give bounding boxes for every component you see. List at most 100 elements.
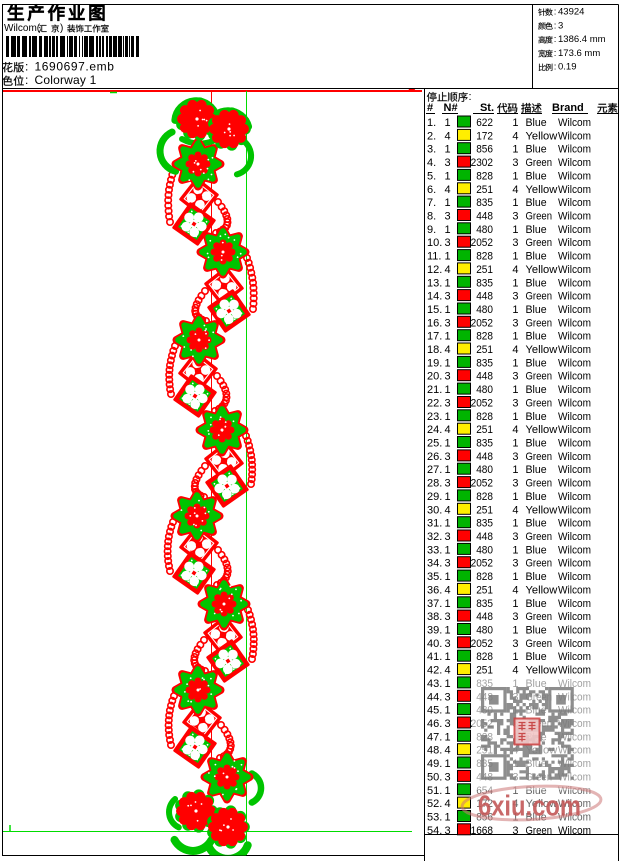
svg-text:52.: 52. — [427, 798, 442, 810]
svg-text:1: 1 — [512, 144, 518, 156]
svg-text:3: 3 — [445, 771, 451, 783]
svg-text:Wilcom: Wilcom — [558, 665, 591, 677]
svg-text:26.: 26. — [427, 451, 442, 463]
svg-text:1: 1 — [512, 464, 518, 476]
svg-text:828: 828 — [476, 331, 493, 343]
svg-text:1: 1 — [445, 438, 451, 450]
svg-text:1: 1 — [512, 277, 518, 289]
svg-text:Wilcom: Wilcom — [558, 611, 591, 623]
svg-text:45.: 45. — [427, 705, 442, 717]
svg-text:3: 3 — [512, 531, 518, 543]
svg-text:1: 1 — [512, 224, 518, 236]
svg-text:Wilcom: Wilcom — [558, 504, 591, 516]
svg-text:1: 1 — [445, 197, 451, 209]
svg-text:0.19: 0.19 — [558, 62, 577, 73]
svg-text:Wilcom: Wilcom — [558, 558, 591, 570]
svg-text:480: 480 — [476, 464, 493, 476]
svg-text:4: 4 — [512, 344, 518, 356]
svg-text:Blue: Blue — [526, 411, 547, 423]
svg-text:3: 3 — [512, 638, 518, 650]
svg-text:Yellow: Yellow — [526, 424, 558, 436]
svg-text:Blue: Blue — [526, 197, 547, 209]
svg-text:3: 3 — [445, 397, 451, 409]
svg-text:1: 1 — [512, 304, 518, 316]
svg-text:856: 856 — [476, 144, 493, 156]
svg-text:3: 3 — [445, 451, 451, 463]
svg-text:6xiu.com: 6xiu.com — [478, 791, 581, 823]
svg-text:13.: 13. — [427, 277, 442, 289]
svg-text:49.: 49. — [427, 758, 442, 770]
svg-text:4: 4 — [512, 264, 518, 276]
svg-text:Brand: Brand — [552, 102, 584, 114]
svg-text:448: 448 — [476, 451, 493, 463]
svg-text:4: 4 — [445, 504, 451, 516]
svg-text::: : — [554, 20, 557, 31]
svg-text:Wilcom: Wilcom — [558, 384, 591, 396]
svg-text:2052: 2052 — [471, 397, 493, 409]
svg-text:4: 4 — [445, 665, 451, 677]
svg-text:1: 1 — [445, 384, 451, 396]
svg-text:Wilcom: Wilcom — [558, 411, 591, 423]
svg-text:Wilcom: Wilcom — [558, 424, 591, 436]
svg-text:448: 448 — [476, 291, 493, 303]
svg-text:Blue: Blue — [526, 544, 547, 556]
svg-text:24.: 24. — [427, 424, 442, 436]
svg-text:Wilcom: Wilcom — [558, 651, 591, 663]
svg-text:20.: 20. — [427, 371, 442, 383]
svg-text:Blue: Blue — [526, 170, 547, 182]
svg-text:1386.4 mm: 1386.4 mm — [558, 34, 606, 45]
svg-text:251: 251 — [476, 424, 493, 436]
svg-text:251: 251 — [476, 504, 493, 516]
svg-text:1: 1 — [445, 785, 451, 797]
svg-text:Green: Green — [526, 478, 553, 490]
svg-text:Wilcom: Wilcom — [558, 184, 591, 196]
svg-text:3: 3 — [445, 558, 451, 570]
svg-text:Wilcom: Wilcom — [558, 478, 591, 490]
svg-text:Wilcom: Wilcom — [558, 531, 591, 543]
svg-text:828: 828 — [476, 571, 493, 583]
svg-text:Wilcom: Wilcom — [558, 598, 591, 610]
svg-text:Wilcom: Wilcom — [558, 624, 591, 636]
svg-text:Green: Green — [526, 237, 553, 249]
svg-text:Wilcom: Wilcom — [558, 344, 591, 356]
svg-text:1: 1 — [445, 571, 451, 583]
svg-text::: : — [469, 91, 472, 103]
svg-text::: : — [554, 34, 557, 45]
svg-text:38.: 38. — [427, 611, 442, 623]
svg-text:Green: Green — [526, 371, 553, 383]
svg-text:Green: Green — [526, 611, 553, 623]
svg-text:1: 1 — [512, 598, 518, 610]
svg-text:46.: 46. — [427, 718, 442, 730]
svg-text:4: 4 — [445, 584, 451, 596]
svg-text:Blue: Blue — [526, 651, 547, 663]
svg-text:): ) — [60, 23, 63, 34]
svg-text:448: 448 — [476, 210, 493, 222]
svg-text:3: 3 — [445, 157, 451, 169]
svg-text:1: 1 — [445, 598, 451, 610]
svg-text:Wilcom: Wilcom — [558, 638, 591, 650]
svg-text:40.: 40. — [427, 638, 442, 650]
svg-text:36.: 36. — [427, 584, 442, 596]
svg-text:1: 1 — [445, 277, 451, 289]
svg-text:Wilcom: Wilcom — [558, 397, 591, 409]
svg-text:44.: 44. — [427, 691, 442, 703]
svg-text:480: 480 — [476, 224, 493, 236]
svg-text:1: 1 — [512, 438, 518, 450]
svg-text:Blue: Blue — [526, 491, 547, 503]
svg-text:5.: 5. — [427, 170, 436, 182]
svg-text:1: 1 — [512, 411, 518, 423]
svg-text:Yellow: Yellow — [526, 264, 558, 276]
svg-text:835: 835 — [476, 438, 493, 450]
svg-text:3: 3 — [512, 291, 518, 303]
svg-text:4: 4 — [512, 584, 518, 596]
svg-text:448: 448 — [476, 371, 493, 383]
svg-text:Wilcom: Wilcom — [558, 798, 591, 810]
svg-text:251: 251 — [476, 665, 493, 677]
svg-text:4: 4 — [512, 424, 518, 436]
svg-text:1: 1 — [445, 304, 451, 316]
svg-text:Yellow: Yellow — [526, 584, 558, 596]
svg-text:53.: 53. — [427, 811, 442, 823]
svg-text:1: 1 — [445, 331, 451, 343]
svg-text:1: 1 — [512, 624, 518, 636]
svg-text:172: 172 — [476, 798, 493, 810]
